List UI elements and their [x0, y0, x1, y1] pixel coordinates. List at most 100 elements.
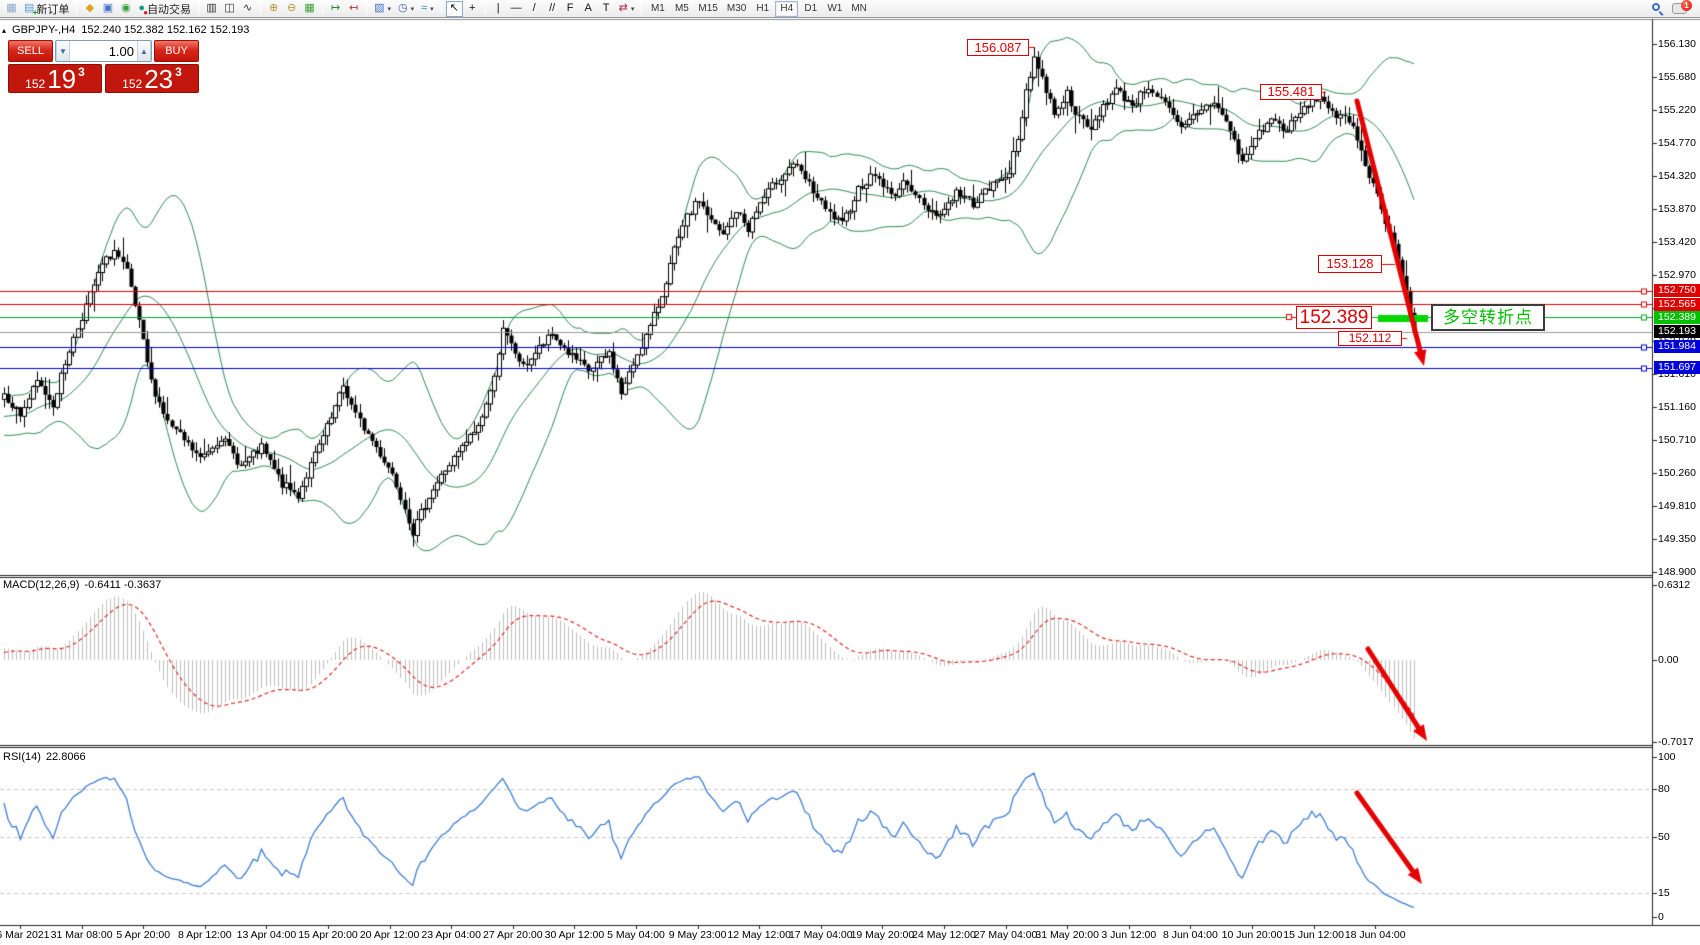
- zoom-in-button[interactable]: ⊕: [265, 1, 282, 17]
- buy-button[interactable]: BUY: [154, 40, 199, 62]
- trendline-glyph: /: [532, 2, 536, 14]
- time-axis-label: 13 Apr 04:00: [236, 929, 297, 941]
- tile-windows-button[interactable]: ▦: [301, 1, 318, 17]
- horizontal-line-glyph: —: [510, 2, 522, 14]
- text-button[interactable]: A: [580, 1, 597, 17]
- timeframe-m1[interactable]: M1: [650, 3, 665, 14]
- sell-button[interactable]: SELL: [8, 40, 53, 62]
- vertical-line-button[interactable]: |: [490, 1, 507, 17]
- time-axis-label: 24 May 12:00: [912, 929, 976, 941]
- trendline-button[interactable]: /: [526, 1, 543, 17]
- dropdown-caret-icon[interactable]: ▾: [630, 5, 635, 13]
- rsi-axis-tick: 15: [1658, 887, 1670, 899]
- price-line-tag: 152.389: [1654, 310, 1700, 324]
- time-axis-label: 18 Jun 04:00: [1344, 929, 1406, 941]
- buy-price-display[interactable]: 152 23 3: [105, 64, 199, 93]
- dropdown-caret-icon[interactable]: ▾: [430, 5, 434, 13]
- profile-icon[interactable]: ▣: [99, 1, 116, 17]
- zoom-out-button[interactable]: ⊖: [283, 1, 300, 17]
- channel-button[interactable]: //: [544, 1, 561, 17]
- new-chart-button[interactable]: ▧ ▾: [371, 1, 394, 17]
- zoom-out-glyph: ⊖: [286, 2, 297, 14]
- price-axis-tick: 149.350: [1658, 533, 1696, 546]
- tile-windows-glyph: ▦: [304, 2, 315, 14]
- chart-shift-glyph: ↤: [348, 2, 359, 14]
- signals-icon[interactable]: ◉: [117, 1, 134, 17]
- arrows-button[interactable]: ⇄ ▾: [616, 1, 638, 17]
- rsi-axis-tick: 50: [1658, 831, 1670, 843]
- auto-scroll-button[interactable]: ↦: [327, 1, 344, 17]
- timeframe-mn[interactable]: MN: [851, 3, 867, 14]
- bar-chart-button[interactable]: ▥: [203, 1, 220, 17]
- price-annotation[interactable]: 153.128: [1318, 255, 1382, 273]
- line-chart-button[interactable]: ∿: [239, 1, 256, 17]
- dropdown-caret-icon[interactable]: ▾: [387, 5, 391, 13]
- search-icon[interactable]: [1652, 2, 1664, 16]
- chat-icon[interactable]: 1: [1672, 0, 1692, 14]
- timeframe-h4[interactable]: H4: [775, 0, 799, 17]
- price-annotation[interactable]: 152.112: [1338, 331, 1402, 346]
- toolbar-separator: [484, 2, 486, 15]
- sell-price-display[interactable]: 152 19 3: [8, 64, 102, 93]
- toolbar-separator: [198, 2, 200, 15]
- chart-window-icon-glyph: ▦: [6, 2, 17, 14]
- chart-marker-icon[interactable]: ▴: [2, 25, 7, 35]
- price-annotation[interactable]: 156.087: [967, 39, 1029, 56]
- crosshair-glyph: +: [468, 2, 476, 14]
- price-annotation[interactable]: 152.389: [1296, 306, 1372, 329]
- marketwatch-icon[interactable]: ◆: [81, 1, 98, 17]
- symbol-period-label: GBPJPY-,H4: [12, 24, 76, 36]
- autotrading-button[interactable]: ● ● 自动交易: [135, 1, 194, 17]
- dropdown-caret-icon[interactable]: ▾: [410, 5, 415, 13]
- time-axis-label: 31 Mar 08:00: [50, 929, 113, 941]
- sell-price-big: 19: [47, 64, 77, 94]
- time-axis-label: 15 Jun 12:00: [1283, 929, 1344, 941]
- price-axis-tick: 151.160: [1658, 401, 1696, 414]
- sell-price-prefix: 152: [25, 77, 46, 91]
- volume-input[interactable]: [70, 41, 137, 61]
- horizontal-line-button[interactable]: —: [508, 1, 525, 17]
- price-annotation[interactable]: 155.481: [1260, 84, 1322, 100]
- chart-shift-button[interactable]: ↤: [345, 1, 362, 17]
- time-axis-label: 27 Apr 20:00: [483, 929, 543, 941]
- timeframe-d1[interactable]: D1: [804, 3, 818, 14]
- fibonacci-glyph: F: [566, 2, 574, 14]
- volume-decrease-button[interactable]: ▼: [56, 41, 70, 61]
- crosshair-button[interactable]: +: [464, 1, 481, 17]
- volume-increase-button[interactable]: ▲: [137, 41, 151, 61]
- overlay-glyph: ●: [143, 8, 149, 17]
- timeframe-m5[interactable]: M5: [674, 3, 689, 14]
- chart-window-icon[interactable]: ▦: [3, 1, 20, 17]
- label-button[interactable]: T: [598, 1, 615, 17]
- time-axis-label: 30 Apr 12:00: [544, 929, 605, 941]
- candlestick-chart-button[interactable]: ◫: [221, 1, 238, 17]
- periods-button[interactable]: ◷ ▾: [395, 1, 417, 17]
- turning-point-note[interactable]: 多空转折点: [1431, 304, 1545, 331]
- time-axis-label: 20 Apr 12:00: [359, 929, 420, 941]
- time-axis-label: 15 Apr 20:00: [298, 929, 358, 941]
- timeframe-m30[interactable]: M30: [726, 3, 747, 14]
- new-order-button[interactable]: ▤ + 新订单: [21, 1, 72, 17]
- fibonacci-button[interactable]: F: [562, 1, 579, 17]
- toolbar-separator: [641, 2, 643, 15]
- buy-price-sup: 3: [175, 65, 182, 79]
- time-axis-label: 9 May 23:00: [668, 929, 727, 941]
- price-axis-tick: 154.770: [1658, 137, 1696, 150]
- marketwatch-icon-glyph: ◆: [85, 2, 95, 14]
- notification-badge: 1: [1681, 0, 1692, 11]
- timeframe-w1[interactable]: W1: [827, 3, 843, 14]
- timeframe-m15[interactable]: M15: [698, 3, 718, 14]
- templates-button[interactable]: ≈ ▾: [418, 1, 437, 17]
- search-handle: [1658, 10, 1664, 16]
- quote-bar: ▴ GBPJPY-,H4 152.240 152.382 152.162 152…: [2, 24, 249, 36]
- autotrading-button-label: 自动交易: [147, 3, 192, 16]
- new-order-glyph: ▤ +: [24, 2, 38, 17]
- price-axis-tick: 154.320: [1658, 170, 1696, 183]
- timeframe-h1[interactable]: H1: [756, 3, 770, 14]
- cursor-button[interactable]: ↖: [445, 0, 463, 17]
- rsi-axis-tick: 100: [1658, 751, 1676, 763]
- toolbar-separator: [322, 2, 324, 15]
- buy-price-big: 23: [144, 64, 174, 94]
